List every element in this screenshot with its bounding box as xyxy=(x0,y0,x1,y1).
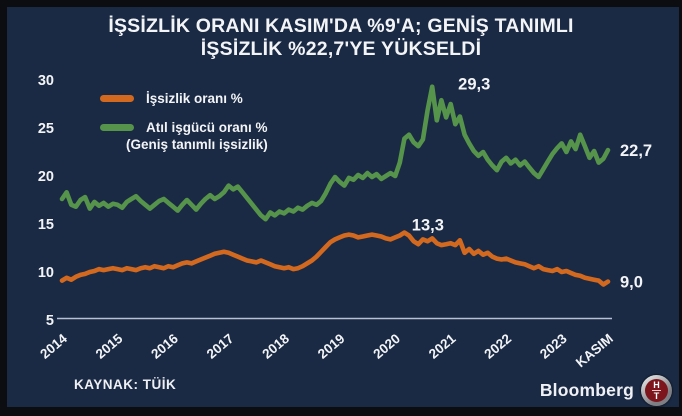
x-tick-label-2017: 2017 xyxy=(204,331,237,362)
legend-label-broad-line2: (Geniş tanımlı işsizlik) xyxy=(126,137,268,152)
x-tick-label-2021: 2021 xyxy=(426,331,459,362)
unemployment-line xyxy=(59,230,611,287)
annotation-22-7: 22,7 xyxy=(620,142,652,160)
chart-title-line2: İŞSİZLİK %22,7'YE YÜKSELDİ xyxy=(200,38,482,60)
bloomberg-logo-text: Bloomberg xyxy=(539,380,634,400)
x-tick-label-2019: 2019 xyxy=(315,331,348,362)
y-tick-label: 5 xyxy=(46,313,54,329)
x-tick-label-2022: 2022 xyxy=(481,331,514,362)
ht-badge-h: H xyxy=(653,379,660,390)
broad-unemployment-line-swatch xyxy=(100,124,134,131)
y-tick-label: 25 xyxy=(38,121,54,137)
x-tick-label-2014: 2014 xyxy=(37,331,70,362)
y-tick-label: 30 xyxy=(38,73,54,89)
annotation-29-3: 29,3 xyxy=(458,76,490,94)
annotation-13-3: 13,3 xyxy=(412,216,444,234)
legend-label-broad-unemployment: Atıl işgücü oranı % (Geniş tanımlı işsiz… xyxy=(126,119,268,153)
x-tick-label-2016: 2016 xyxy=(148,331,181,362)
chart-title: İŞSİZLİK ORANI KASIM'DA %9'A; GENİŞ TANI… xyxy=(0,15,682,61)
legend-label-unemployment: İşsizlik oranı % xyxy=(146,91,243,106)
y-tick-label: 20 xyxy=(38,169,54,185)
legend-item-unemployment: İşsizlik oranı % xyxy=(100,90,268,107)
annotation-9-0: 9,0 xyxy=(620,274,643,292)
x-tick-label-2018: 2018 xyxy=(259,331,292,362)
legend-item-broad-unemployment: Atıl işgücü oranı % (Geniş tanımlı işsiz… xyxy=(100,119,268,153)
legend-label-broad-line1: Atıl işgücü oranı % xyxy=(146,120,268,135)
y-tick-label: 10 xyxy=(38,265,54,281)
unemployment-line-swatch xyxy=(100,95,134,102)
x-tick-label-2020: 2020 xyxy=(370,331,403,362)
bloomberg-ht-logo-icon: H T xyxy=(641,375,672,406)
x-tick-label-2023: 2023 xyxy=(537,331,570,362)
x-tick-label-kasim: KASIM xyxy=(573,331,616,370)
chart-title-line1: İŞSİZLİK ORANI KASIM'DA %9'A; GENİŞ TANI… xyxy=(108,15,574,37)
legend: İşsizlik oranı % Atıl işgücü oranı % (Ge… xyxy=(100,90,268,165)
ht-badge-letters: H T xyxy=(645,379,668,402)
broad-unemployment-line xyxy=(59,84,611,222)
ht-badge-t: T xyxy=(653,390,660,401)
source-note: KAYNAK: TÜİK xyxy=(74,377,177,392)
y-tick-label: 15 xyxy=(38,217,54,233)
ht-badge-divider xyxy=(652,390,661,391)
x-tick-label-2015: 2015 xyxy=(93,331,126,362)
branding: Bloomberg H T xyxy=(540,375,672,406)
